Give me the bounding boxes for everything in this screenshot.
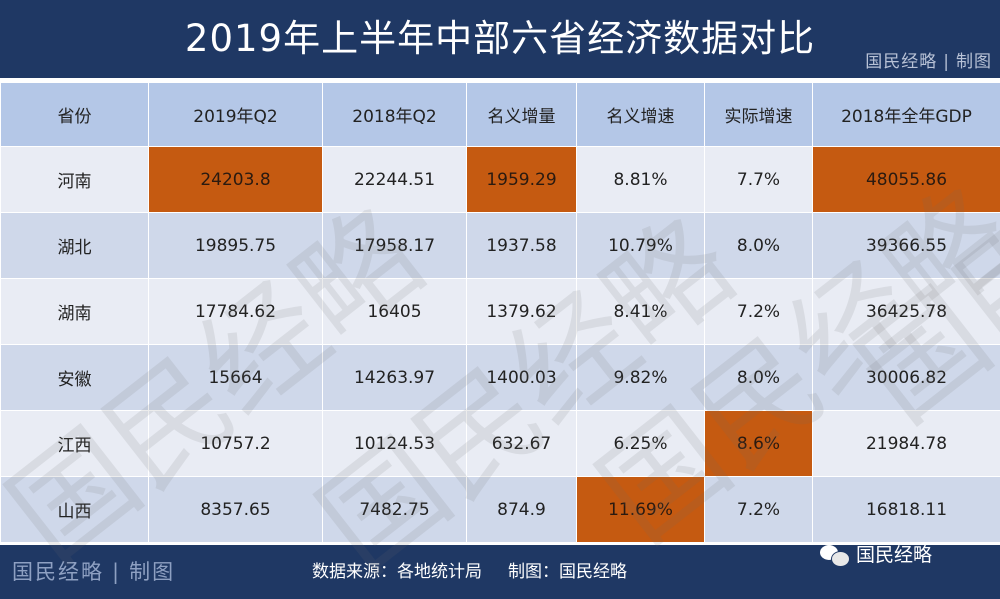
table-cell: 6.25% (576, 410, 705, 477)
column-header: 2018年全年GDP (812, 82, 1000, 147)
table-cell: 15664 (148, 344, 323, 411)
table-cell: 36425.78 (812, 278, 1000, 345)
table-cell: 22244.51 (322, 146, 467, 213)
data-table: 省份 2019年Q2 2018年Q2 名义增量 名义增速 实际增速 2018年全… (0, 82, 1000, 543)
table-cell: 7.2% (704, 278, 813, 345)
table-cell: 21984.78 (812, 410, 1000, 477)
column-header: 省份 (0, 82, 149, 147)
table-cell: 1959.29 (466, 146, 577, 213)
table-row: 河南 24203.8 22244.51 1959.29 8.81% 7.7% 4… (0, 146, 1000, 213)
table-cell: 8.0% (704, 212, 813, 279)
table-cell: 39366.55 (812, 212, 1000, 279)
page-title: 2019年上半年中部六省经济数据对比 (184, 17, 816, 60)
wechat-icon (820, 543, 850, 567)
column-header: 2018年Q2 (322, 82, 467, 147)
table-cell: 16405 (322, 278, 467, 345)
table-cell: 湖南 (0, 278, 149, 345)
footer-brand-suffix: 制图 (129, 560, 176, 584)
table-cell: 17784.62 (148, 278, 323, 345)
table-cell: 8.6% (704, 410, 813, 477)
corner-brand-name: 国民经略 (865, 52, 938, 72)
corner-brand-suffix: 制图 (956, 52, 992, 72)
table-cell: 1400.03 (466, 344, 577, 411)
table-cell: 江西 (0, 410, 149, 477)
table-cell: 1379.62 (466, 278, 577, 345)
table-cell: 8.0% (704, 344, 813, 411)
table-cell: 7.2% (704, 476, 813, 543)
column-header: 2019年Q2 (148, 82, 323, 147)
table-cell: 48055.86 (812, 146, 1000, 213)
column-header: 名义增速 (576, 82, 705, 147)
table-cell: 1937.58 (466, 212, 577, 279)
footer-brand: 国民经略 | 制图 (12, 545, 175, 599)
table-cell: 9.82% (576, 344, 705, 411)
table-cell: 16818.11 (812, 476, 1000, 543)
wechat-account-name: 国民经略 (856, 544, 933, 566)
table-cell: 7482.75 (322, 476, 467, 543)
table-row: 山西 8357.65 7482.75 874.9 11.69% 7.2% 168… (0, 476, 1000, 543)
table-cell: 17958.17 (322, 212, 467, 279)
table-cell: 24203.8 (148, 146, 323, 213)
table-cell: 湖北 (0, 212, 149, 279)
data-table-container: 省份 2019年Q2 2018年Q2 名义增量 名义增速 实际增速 2018年全… (0, 82, 1000, 543)
table-cell: 632.67 (466, 410, 577, 477)
table-cell: 8357.65 (148, 476, 323, 543)
table-row: 江西 10757.2 10124.53 632.67 6.25% 8.6% 21… (0, 410, 1000, 477)
footer-brand-separator: | (112, 560, 122, 584)
table-cell: 874.9 (466, 476, 577, 543)
table-cell: 7.7% (704, 146, 813, 213)
table-header-row: 省份 2019年Q2 2018年Q2 名义增量 名义增速 实际增速 2018年全… (0, 82, 1000, 147)
table-cell: 8.81% (576, 146, 705, 213)
table-cell: 河南 (0, 146, 149, 213)
table-row: 安徽 15664 14263.97 1400.03 9.82% 8.0% 300… (0, 344, 1000, 411)
wechat-account: 国民经略 (820, 542, 932, 568)
footer-brand-name: 国民经略 (12, 560, 104, 584)
data-source-text: 数据来源：各地统计局 (312, 562, 482, 582)
corner-brand-separator: | (943, 52, 950, 72)
table-cell: 山西 (0, 476, 149, 543)
corner-brand: 国民经略 | 制图 (865, 50, 992, 74)
table-cell: 8.41% (576, 278, 705, 345)
footer-source: 数据来源：各地统计局 制图：国民经略 (312, 545, 627, 599)
table-cell: 安徽 (0, 344, 149, 411)
table-cell: 30006.82 (812, 344, 1000, 411)
table-row: 湖南 17784.62 16405 1379.62 8.41% 7.2% 364… (0, 278, 1000, 345)
table-cell: 14263.97 (322, 344, 467, 411)
table-cell: 10757.2 (148, 410, 323, 477)
credit-text: 制图：国民经略 (508, 562, 627, 582)
title-bar (0, 0, 1000, 78)
table-row: 湖北 19895.75 17958.17 1937.58 10.79% 8.0%… (0, 212, 1000, 279)
table-cell: 10.79% (576, 212, 705, 279)
table-cell: 10124.53 (322, 410, 467, 477)
column-header: 名义增量 (466, 82, 577, 147)
column-header: 实际增速 (704, 82, 813, 147)
table-cell: 19895.75 (148, 212, 323, 279)
table-cell: 11.69% (576, 476, 705, 543)
